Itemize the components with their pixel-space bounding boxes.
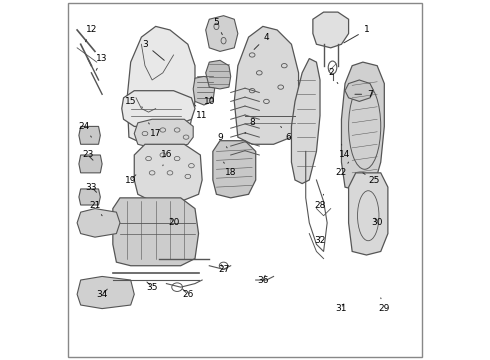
Text: 27: 27 [218, 265, 229, 274]
Polygon shape [79, 126, 100, 144]
Polygon shape [127, 26, 195, 148]
Text: 5: 5 [214, 18, 222, 35]
Text: 7: 7 [355, 90, 373, 99]
Polygon shape [213, 141, 256, 198]
Text: 25: 25 [363, 173, 379, 185]
Polygon shape [134, 144, 202, 202]
Polygon shape [234, 26, 298, 144]
Polygon shape [77, 208, 120, 237]
Text: 9: 9 [217, 132, 227, 148]
Polygon shape [122, 91, 195, 126]
Polygon shape [77, 276, 134, 309]
Text: 16: 16 [161, 150, 172, 166]
Text: 10: 10 [203, 97, 215, 106]
Text: 2: 2 [328, 68, 338, 84]
Polygon shape [313, 12, 348, 48]
Text: 6: 6 [281, 126, 291, 141]
Text: 3: 3 [142, 40, 164, 60]
Polygon shape [134, 119, 193, 148]
Text: 36: 36 [257, 275, 269, 284]
Text: 34: 34 [97, 289, 108, 299]
Text: 23: 23 [82, 150, 94, 160]
Text: 8: 8 [245, 118, 255, 134]
Text: 24: 24 [78, 122, 92, 137]
Text: 32: 32 [314, 236, 326, 245]
Text: 20: 20 [168, 218, 179, 228]
Text: 30: 30 [371, 218, 383, 228]
Text: 26: 26 [182, 289, 194, 299]
Polygon shape [193, 76, 215, 105]
Polygon shape [292, 59, 320, 184]
Text: 19: 19 [125, 175, 136, 185]
Text: 17: 17 [148, 123, 161, 138]
Polygon shape [79, 155, 102, 173]
Polygon shape [206, 60, 231, 89]
Text: 33: 33 [86, 183, 97, 192]
Text: 22: 22 [336, 162, 348, 177]
Text: 21: 21 [89, 201, 102, 216]
Polygon shape [206, 16, 238, 51]
Text: 31: 31 [336, 304, 347, 313]
Text: 18: 18 [223, 162, 237, 177]
Text: 29: 29 [379, 298, 390, 313]
Text: 11: 11 [195, 105, 208, 120]
Text: 4: 4 [254, 33, 269, 49]
Text: 14: 14 [340, 144, 351, 159]
Text: 28: 28 [314, 194, 326, 210]
Text: 13: 13 [96, 54, 108, 70]
Polygon shape [342, 62, 384, 191]
Polygon shape [79, 189, 100, 205]
Text: 35: 35 [147, 282, 158, 292]
Polygon shape [345, 80, 373, 102]
Text: 15: 15 [125, 97, 143, 107]
Polygon shape [113, 198, 198, 266]
Polygon shape [348, 173, 388, 255]
Text: 1: 1 [344, 26, 369, 43]
Text: 12: 12 [85, 26, 97, 42]
